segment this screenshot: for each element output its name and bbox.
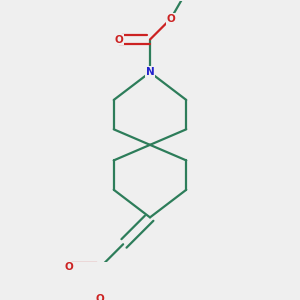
Text: O: O <box>96 293 104 300</box>
Text: N: N <box>146 67 154 77</box>
Text: O: O <box>64 262 73 272</box>
Text: O: O <box>115 34 123 44</box>
Text: O: O <box>167 14 175 24</box>
